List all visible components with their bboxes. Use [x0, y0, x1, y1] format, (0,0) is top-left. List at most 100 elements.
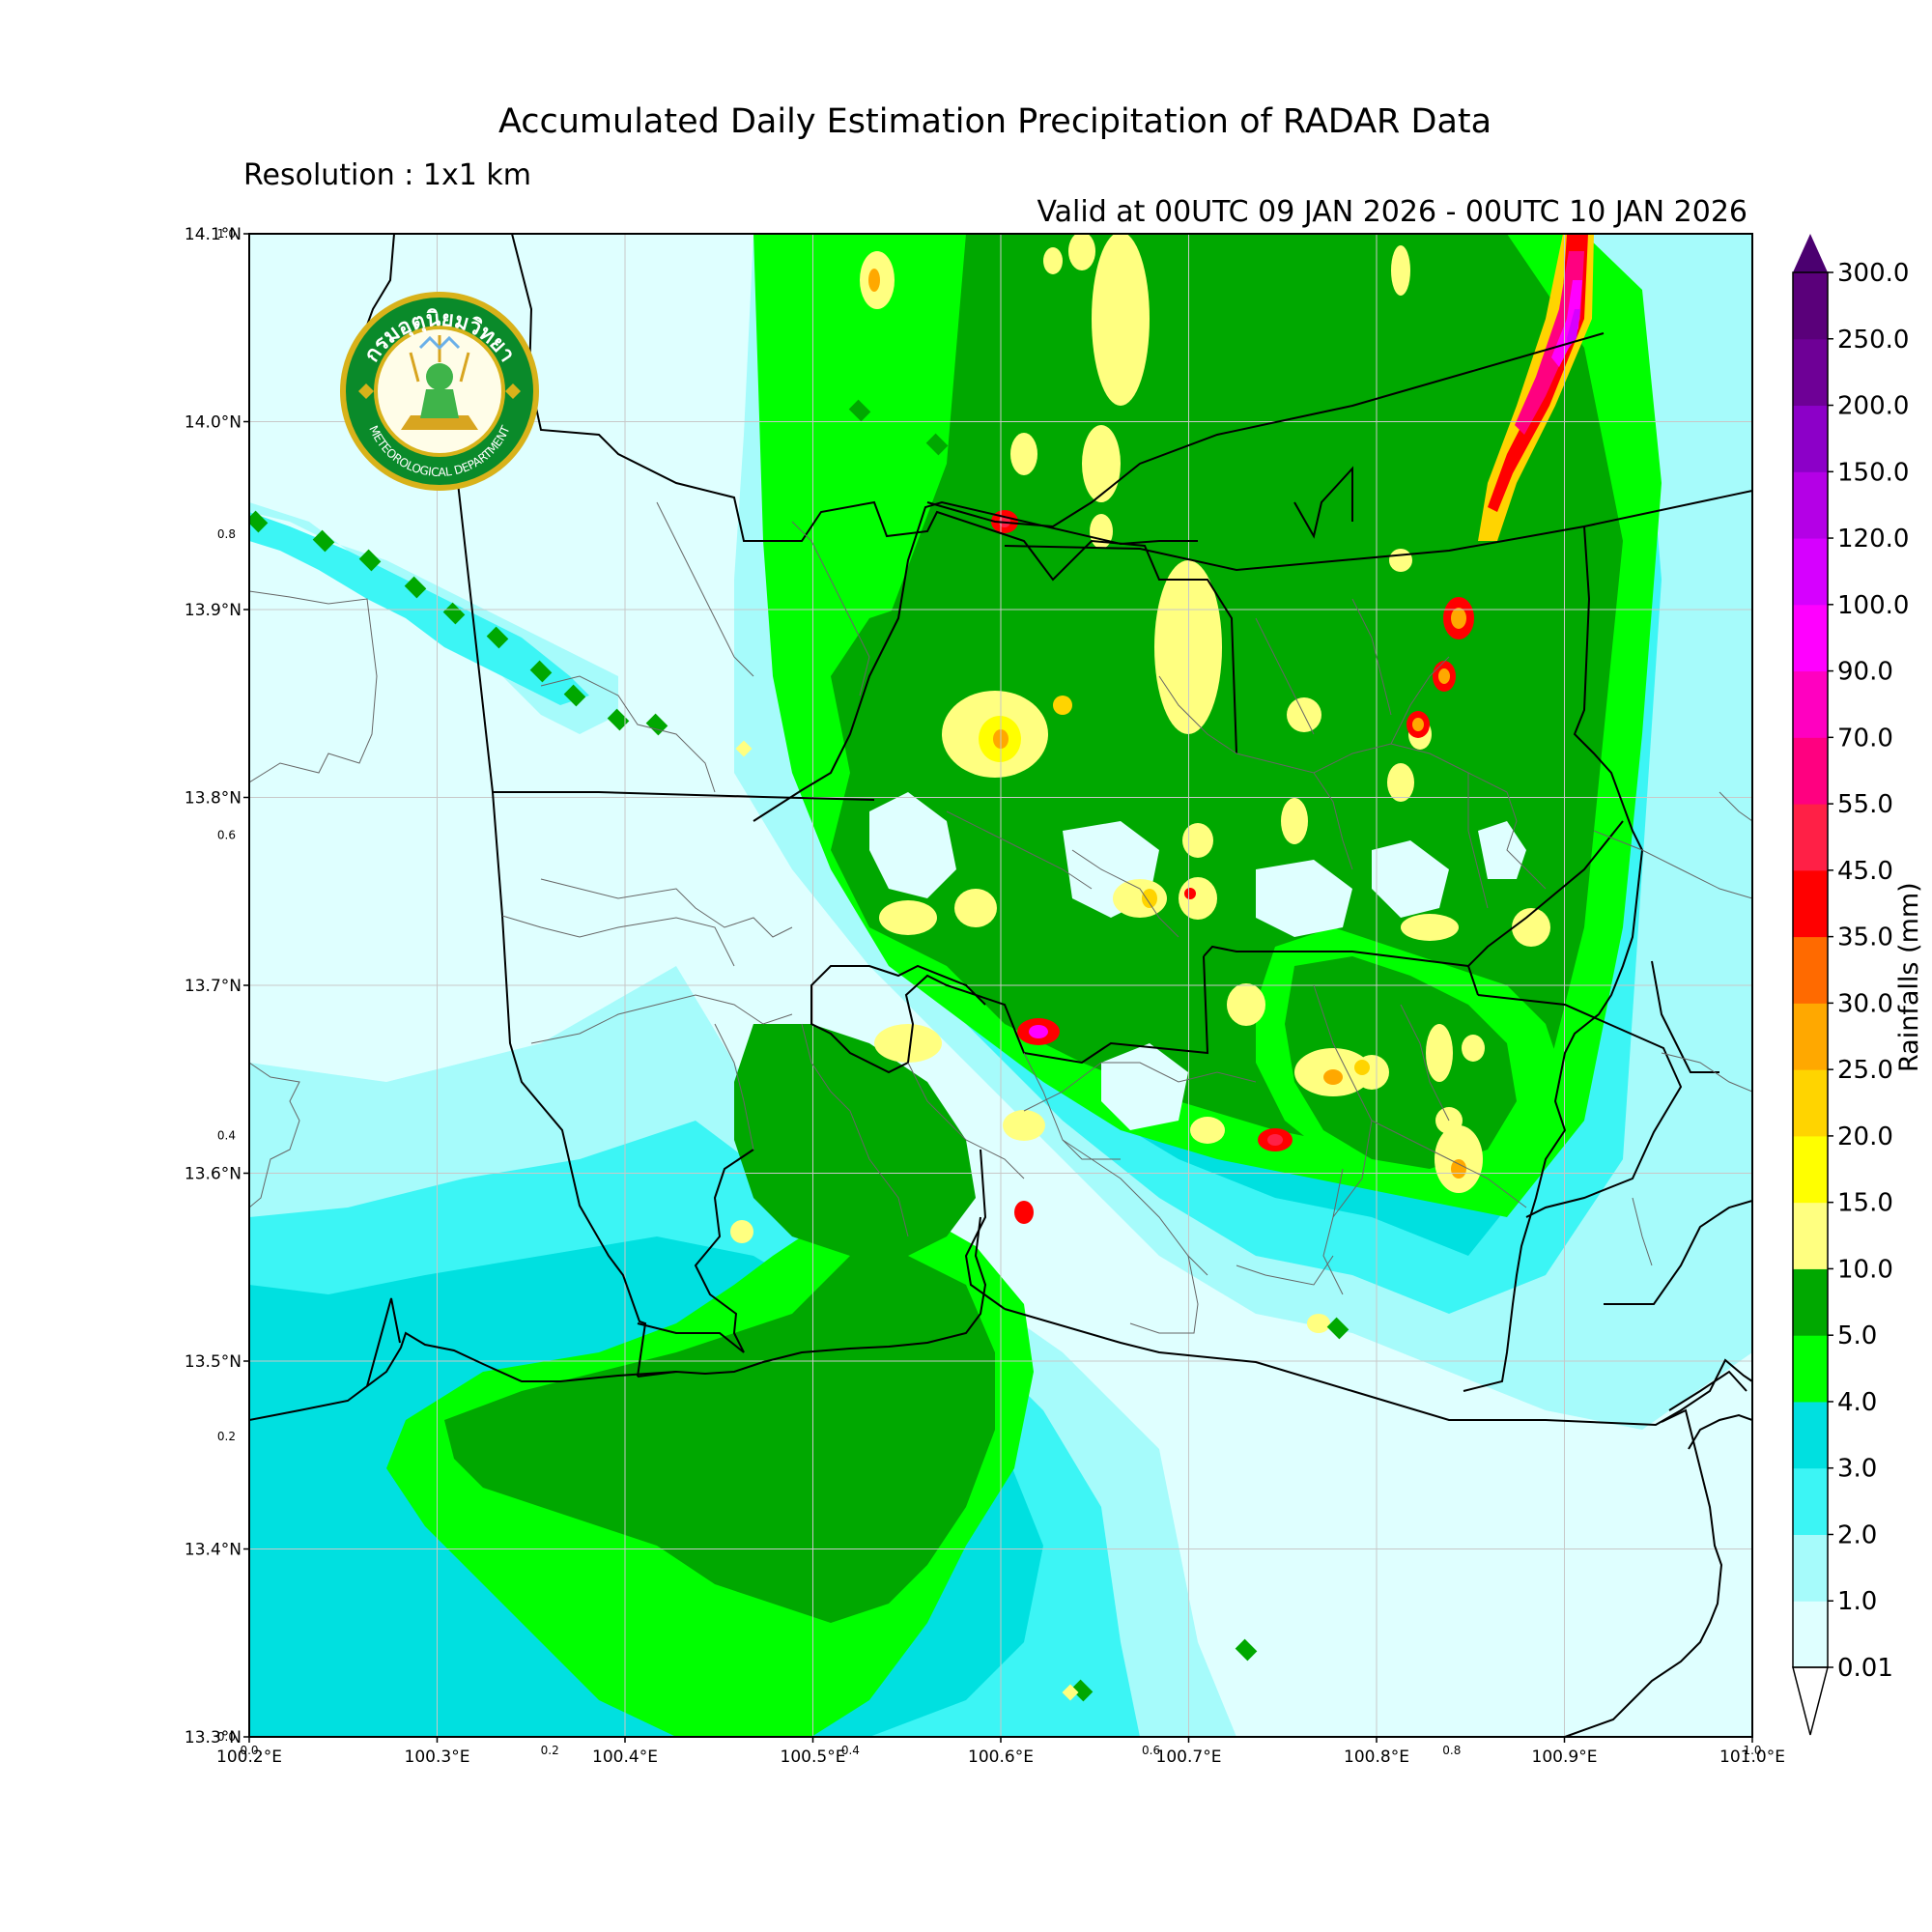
- inner-x-tick-label: 0.2: [541, 1744, 559, 1757]
- colorbar-label: 90.0: [1837, 658, 1893, 687]
- lat-label: 14.0°N: [185, 413, 242, 433]
- rain-cell: [1412, 718, 1424, 731]
- rain-cell: [1267, 1134, 1283, 1146]
- colorbar-segment: [1793, 869, 1828, 938]
- colorbar-segment: [1793, 1467, 1828, 1535]
- colorbar-segment: [1793, 1601, 1828, 1668]
- colorbar-title: Rainfalls (mm): [1894, 882, 1924, 1072]
- inner-y-tick-label: 1.0: [217, 227, 236, 241]
- colorbar-label: 20.0: [1837, 1122, 1893, 1151]
- rain-cell: [1182, 823, 1213, 858]
- rain-cell: [1401, 914, 1459, 941]
- rain-cell: [1003, 1110, 1045, 1141]
- rain-cell: [925, 433, 949, 456]
- colorbar-label: 4.0: [1837, 1388, 1877, 1417]
- colorbar: 0.01 1.0 2.0 3.0 4.0 5.0 10.0 15.0 20.0 25.0 30.0 3…: [1792, 234, 1909, 1736]
- colorbar-segment: [1793, 1268, 1828, 1336]
- colorbar-segment: [1793, 936, 1828, 1004]
- colorbar-segment: [1793, 1069, 1828, 1137]
- rain-cell: [1387, 763, 1414, 802]
- rain-cell: [1092, 234, 1150, 406]
- rain-cell: [1326, 1317, 1350, 1340]
- inner-y-tick-label: 0.2: [217, 1430, 236, 1443]
- lon-label: 100.3°E: [405, 1747, 470, 1767]
- colorbar-segment: [1793, 670, 1828, 738]
- rain-cell: [312, 529, 335, 553]
- rain-cell: [1354, 1060, 1370, 1075]
- rain-band: [1515, 251, 1584, 435]
- rain-cell: [1190, 1117, 1225, 1144]
- inner-y-tick-label: 0.6: [217, 828, 236, 841]
- inner-x-tick-label: 0.4: [841, 1744, 860, 1757]
- colorbar-segment: [1793, 1534, 1828, 1602]
- colorbar-segment: [1793, 1202, 1828, 1269]
- colorbar-extend-max: [1793, 234, 1828, 272]
- colorbar-segment: [1793, 338, 1828, 407]
- colorbar-label: 30.0: [1837, 989, 1893, 1018]
- rain-cell: [486, 626, 509, 649]
- rain-cell: [404, 576, 427, 599]
- colorbar-label: 70.0: [1837, 724, 1893, 753]
- rain-cell: [358, 549, 382, 572]
- colorbar-extend-min: [1792, 1666, 1829, 1736]
- rain-cell: [1142, 889, 1157, 908]
- lat-label: 13.6°N: [185, 1165, 242, 1184]
- lon-label: 100.7°E: [1156, 1747, 1222, 1767]
- colorbar-label: 10.0: [1837, 1255, 1893, 1284]
- colorbar-label: 5.0: [1837, 1321, 1877, 1350]
- colorbar-frame: [1792, 271, 1829, 1668]
- rain-cell: [442, 602, 466, 625]
- colorbar-label: 200.0: [1837, 392, 1909, 421]
- inner-x-tick-label: 0.0: [240, 1744, 258, 1757]
- rain-cell: [1053, 696, 1072, 715]
- rain-cell: [1389, 549, 1412, 572]
- inner-x-tick-label: 0.8: [1442, 1744, 1461, 1757]
- rain-area: [1256, 860, 1352, 937]
- rain-cell: [1426, 1024, 1453, 1082]
- colorbar-label: 3.0: [1837, 1455, 1877, 1484]
- rain-area: [869, 792, 956, 898]
- lon-label: 101.0°E: [1719, 1747, 1785, 1767]
- colorbar-segment: [1793, 737, 1828, 805]
- rain-cell: [1323, 1069, 1343, 1085]
- rain-cell: [1113, 879, 1167, 918]
- inner-x-ticks: 0.0 0.2 0.4 0.6 0.8 1.0: [240, 1744, 1761, 1757]
- colorbar-label: 2.0: [1837, 1520, 1877, 1549]
- inner-x-tick-label: 1.0: [1743, 1744, 1761, 1757]
- rain-cell: [1281, 798, 1308, 844]
- rain-cell: [1512, 908, 1550, 947]
- rain-area: [734, 1024, 976, 1256]
- colorbar-segment: [1793, 405, 1828, 472]
- lat-label: 13.4°N: [185, 1541, 242, 1560]
- colorbar-label: 35.0: [1837, 923, 1893, 952]
- lon-label: 100.5°E: [781, 1747, 846, 1767]
- rain-cell: [735, 740, 753, 757]
- colorbar-label: 120.0: [1837, 525, 1909, 554]
- colorbar-label: 45.0: [1837, 857, 1893, 886]
- lat-label: 13.7°N: [185, 977, 242, 996]
- rain-cell: [1227, 983, 1265, 1026]
- colorbar-segment: [1793, 1135, 1828, 1204]
- lon-label: 100.2°E: [216, 1747, 282, 1767]
- lon-label: 100.6°E: [968, 1747, 1034, 1767]
- lon-ticks: 100.2°E 100.3°E 100.4°E 100.5°E 100.6°E 100.7…: [216, 1737, 1785, 1767]
- colorbar-label: 0.01: [1837, 1654, 1893, 1683]
- province-boundaries: [249, 234, 1752, 1737]
- colorbar-segment: [1793, 272, 1828, 340]
- lon-label: 100.9°E: [1532, 1747, 1598, 1767]
- rain-cell: [848, 399, 871, 422]
- rain-cell: [954, 889, 997, 927]
- district-boundaries: [249, 501, 1752, 1334]
- rain-cell: [645, 713, 668, 736]
- rain-cell: [874, 1024, 942, 1063]
- rain-cell: [1438, 668, 1450, 684]
- rain-cell: [1307, 1314, 1330, 1333]
- colorbar-label: 100.0: [1837, 591, 1909, 620]
- rain-area: [1101, 1043, 1188, 1130]
- tmd-logo: กรมอุตุนิยมวิทยา METEOROLOGICAL DEPARTME…: [340, 292, 539, 491]
- lon-label: 100.4°E: [592, 1747, 658, 1767]
- colorbar-label: 150.0: [1837, 458, 1909, 487]
- rain-cell: [730, 1220, 753, 1243]
- colorbar-segment: [1793, 1401, 1828, 1469]
- rain-cell: [607, 708, 630, 731]
